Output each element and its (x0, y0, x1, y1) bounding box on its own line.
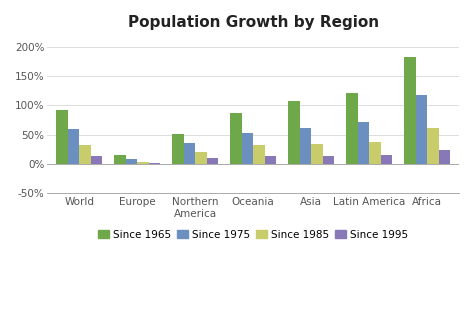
Bar (416, 96, 427, 164)
Bar (149, 163, 160, 164)
Bar (195, 152, 207, 164)
Bar (404, 57, 416, 164)
Bar (369, 142, 381, 164)
Bar (137, 162, 149, 164)
Bar (288, 101, 300, 164)
Title: Population Growth by Region: Population Growth by Region (128, 15, 379, 30)
Bar (230, 113, 242, 164)
Bar (427, 128, 439, 164)
Bar (79, 145, 91, 164)
Bar (439, 150, 450, 164)
Bar (323, 156, 334, 164)
Bar (207, 157, 219, 164)
Bar (242, 133, 253, 164)
Bar (114, 155, 126, 164)
Bar (300, 128, 311, 164)
Legend: Since 1965, Since 1975, Since 1985, Since 1995: Since 1965, Since 1975, Since 1985, Sinc… (94, 226, 412, 244)
Bar (381, 155, 392, 164)
Bar (183, 143, 195, 164)
Bar (68, 129, 79, 164)
Bar (311, 144, 323, 164)
Bar (172, 134, 183, 164)
Bar (91, 156, 102, 164)
Bar (357, 122, 369, 164)
Bar (56, 110, 68, 164)
Bar (126, 159, 137, 164)
Bar (265, 156, 276, 164)
Bar (253, 145, 265, 164)
Bar (346, 93, 357, 164)
